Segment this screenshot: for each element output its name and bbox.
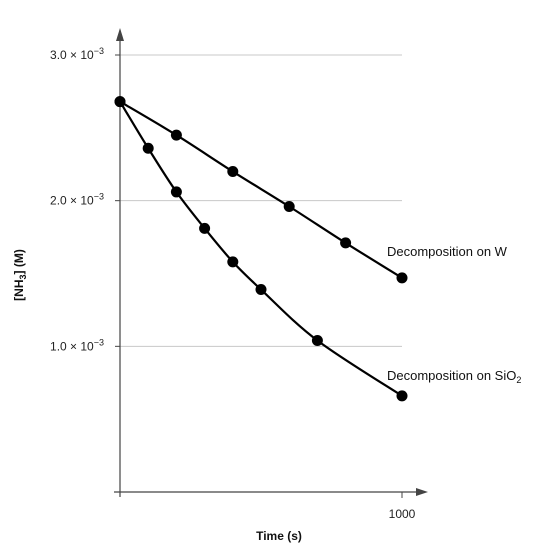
axes	[114, 28, 428, 497]
series-1-line	[119, 101, 403, 397]
series-0-point-5	[396, 272, 408, 284]
series-1: Decomposition on SiO2	[114, 96, 521, 402]
series-1-point-2	[170, 186, 182, 198]
x-axis-title: Time (s)	[256, 529, 302, 543]
y-axis-arrowhead	[116, 28, 124, 41]
series-1-point-3	[199, 222, 211, 234]
series-label-subscript: 2	[516, 375, 521, 385]
series-1-point-6	[311, 335, 323, 347]
y-axis-title-prefix: [NH	[12, 280, 26, 301]
series-label-name: Decomposition on W	[387, 244, 508, 259]
y-axis-title-suffix: ] (M)	[12, 249, 26, 274]
series-1-point-4	[227, 256, 239, 268]
y-tick-label-mantissa: 2.0 × 10	[50, 194, 94, 208]
series-0-point-3	[283, 200, 295, 212]
y-tick-label-exponent: −3	[94, 46, 104, 56]
y-tick-label-mantissa: 3.0 × 10	[50, 48, 94, 62]
series-label-name: Decomposition on SiO	[387, 368, 516, 383]
data-series: Decomposition on W Decomposition on SiO2	[114, 96, 521, 402]
series-0-label: Decomposition on W	[387, 244, 508, 259]
series-1-point-0	[114, 96, 126, 108]
series-1-point-7	[396, 390, 408, 402]
y-tick-label-exponent: −3	[94, 337, 104, 347]
y-axis-title: [NH3] (M)	[12, 249, 28, 301]
series-1-point-1	[142, 142, 154, 154]
y-tick-label-0: 3.0 × 10−3	[50, 46, 104, 62]
series-0-point-1	[170, 129, 182, 141]
series-0-line	[119, 100, 403, 279]
series-1-point-5	[255, 284, 267, 296]
x-axis-arrowhead	[416, 488, 428, 496]
series-0-point-4	[340, 237, 352, 249]
y-tick-label-mantissa: 1.0 × 10	[50, 339, 94, 353]
y-axis-title-subscript: 3	[18, 274, 28, 279]
series-1-label: Decomposition on SiO2	[387, 368, 521, 385]
series-0-point-2	[227, 166, 239, 178]
y-tick-label-1: 2.0 × 10−3	[50, 192, 104, 208]
x-tick-label-0: 1000	[389, 507, 416, 521]
grid-lines	[120, 54, 402, 347]
y-tick-label-2: 1.0 × 10−3	[50, 337, 104, 353]
y-tick-label-exponent: −3	[94, 192, 104, 202]
